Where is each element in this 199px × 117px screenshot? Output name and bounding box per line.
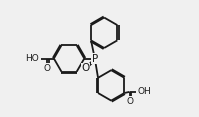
Text: OH: OH xyxy=(137,87,151,96)
Text: O: O xyxy=(126,97,133,106)
Text: HO: HO xyxy=(25,54,39,63)
Text: P: P xyxy=(92,53,98,64)
Text: O: O xyxy=(44,64,51,73)
Text: O: O xyxy=(81,63,90,73)
